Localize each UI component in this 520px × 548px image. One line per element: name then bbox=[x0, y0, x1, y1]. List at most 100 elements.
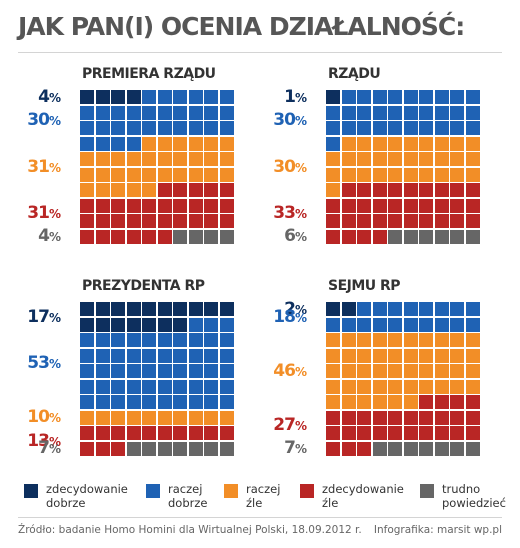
waffle-cell-zdecydowanie-zle bbox=[126, 229, 141, 244]
waffle-cell-raczej-zle bbox=[372, 167, 387, 182]
waffle-cell-raczej-dobrze bbox=[142, 90, 156, 104]
waffle-cell-raczej-dobrze bbox=[372, 90, 387, 104]
waffle-cell-raczej-zle bbox=[465, 364, 480, 378]
waffle-cell-raczej-zle bbox=[341, 348, 356, 363]
waffle-cell-zdecydowanie-zle bbox=[450, 183, 464, 197]
waffle-cell-raczej-dobrze bbox=[111, 395, 125, 409]
waffle-cell-zdecydowanie-zle bbox=[465, 410, 480, 425]
waffle-cell-zdecydowanie-zle bbox=[173, 183, 187, 197]
waffle-cell-zdecydowanie-zle bbox=[357, 214, 371, 228]
waffle-cell-raczej-zle bbox=[403, 333, 418, 347]
waffle-cell-zdecydowanie-zle bbox=[450, 214, 464, 228]
waffle-cell-raczej-zle bbox=[95, 410, 110, 425]
waffle-cell-raczej-dobrze bbox=[126, 105, 141, 120]
waffle-cell-zdecydowanie-dobrze bbox=[326, 90, 340, 104]
waffle-cell-raczej-dobrze bbox=[326, 105, 340, 120]
percent-value: 4 bbox=[38, 86, 50, 107]
waffle-cell-raczej-dobrze bbox=[95, 333, 110, 347]
waffle-cell-raczej-zle bbox=[372, 136, 387, 151]
waffle-cell-raczej-zle bbox=[157, 410, 172, 425]
waffle-cell-raczej-zle bbox=[326, 152, 340, 166]
percent-label-zdecydowanie-dobrze: 4% bbox=[18, 86, 61, 107]
percent-label-raczej-zle: 10% bbox=[18, 407, 61, 428]
waffle-cell-zdecydowanie-zle bbox=[95, 229, 110, 244]
waffle-cell-raczej-dobrze bbox=[372, 105, 387, 120]
waffle-cell-zdecydowanie-dobrze bbox=[157, 302, 172, 316]
waffle-cell-raczej-dobrze bbox=[157, 333, 172, 347]
waffle-cell-raczej-zle bbox=[341, 333, 356, 347]
waffle-cell-zdecydowanie-zle bbox=[419, 426, 433, 440]
waffle-cell-raczej-zle bbox=[388, 333, 402, 347]
waffle-cell-zdecydowanie-zle bbox=[157, 426, 172, 440]
waffle-cell-raczej-dobrze bbox=[357, 317, 371, 332]
waffle-cell-raczej-zle bbox=[95, 152, 110, 166]
waffle-cell-raczej-zle bbox=[419, 379, 433, 394]
waffle-cell-raczej-zle bbox=[434, 333, 449, 347]
chart-premiera-rzadu: PREMIERA RZĄDU 4% 30% 31% 31% 4% bbox=[18, 66, 258, 256]
waffle-cell-raczej-dobrze bbox=[188, 395, 203, 409]
percent-sign: % bbox=[48, 411, 61, 426]
percent-label-trudno-powiedziec: 7% bbox=[264, 438, 307, 458]
waffle-cell-zdecydowanie-zle bbox=[341, 410, 356, 425]
waffle-cell-raczej-dobrze bbox=[95, 395, 110, 409]
waffle-cell-zdecydowanie-dobrze bbox=[111, 317, 125, 332]
percent-sign: % bbox=[48, 230, 61, 245]
waffle-cell-zdecydowanie-zle bbox=[219, 183, 234, 197]
waffle-cell-zdecydowanie-zle bbox=[372, 198, 387, 213]
waffle-cell-raczej-dobrze bbox=[219, 317, 234, 332]
waffle-cell-zdecydowanie-zle bbox=[80, 214, 94, 228]
waffle-cell-raczej-zle bbox=[111, 183, 125, 197]
waffle-cell-trudno-powiedziec bbox=[188, 441, 203, 456]
percent-value: 10 bbox=[27, 407, 50, 428]
waffle-cell-raczej-dobrze bbox=[465, 105, 480, 120]
percent-label-zdecydowanie-zle: 27% bbox=[264, 415, 307, 435]
percent-label-raczej-zle: 30% bbox=[264, 157, 307, 177]
chart-rzadu: RZĄDU 1% 30% 30% 33% 6% bbox=[264, 66, 504, 256]
percent-value: 33 bbox=[273, 203, 296, 223]
percent-value: 46 bbox=[273, 360, 296, 381]
waffle-cell-raczej-dobrze bbox=[157, 121, 172, 135]
waffle-cell-raczej-dobrze bbox=[111, 105, 125, 120]
waffle-cell-raczej-dobrze bbox=[204, 90, 218, 104]
percent-sign: % bbox=[294, 310, 307, 325]
waffle-grid bbox=[326, 90, 480, 244]
waffle-cell-trudno-powiedziec bbox=[219, 441, 234, 456]
waffle-cell-zdecydowanie-dobrze bbox=[219, 302, 234, 316]
waffle-cell-zdecydowanie-zle bbox=[357, 229, 371, 244]
waffle-cell-zdecydowanie-zle bbox=[157, 229, 172, 244]
waffle-cell-raczej-zle bbox=[326, 364, 340, 378]
waffle-cell-raczej-dobrze bbox=[111, 121, 125, 135]
waffle-cell-raczej-dobrze bbox=[357, 90, 371, 104]
waffle-cell-raczej-zle bbox=[357, 136, 371, 151]
waffle-cell-zdecydowanie-zle bbox=[341, 214, 356, 228]
waffle-cell-raczej-dobrze bbox=[341, 90, 356, 104]
waffle-cell-trudno-powiedziec bbox=[188, 229, 203, 244]
percent-sign: % bbox=[48, 357, 61, 371]
waffle-cell-raczej-zle bbox=[219, 167, 234, 182]
waffle-cell-zdecydowanie-zle bbox=[450, 198, 464, 213]
waffle-cell-raczej-zle bbox=[142, 183, 156, 197]
waffle-cell-raczej-dobrze bbox=[142, 379, 156, 394]
percent-sign: % bbox=[294, 230, 307, 245]
waffle-cell-raczej-zle bbox=[372, 364, 387, 378]
waffle-cell-raczej-dobrze bbox=[173, 379, 187, 394]
waffle-cell-zdecydowanie-zle bbox=[403, 183, 418, 197]
waffle-cell-zdecydowanie-zle bbox=[341, 441, 356, 456]
waffle-cell-zdecydowanie-zle bbox=[173, 426, 187, 440]
waffle-cell-raczej-dobrze bbox=[142, 333, 156, 347]
percent-label-zdecydowanie-zle: 31% bbox=[18, 203, 61, 223]
waffle-cell-raczej-zle bbox=[142, 136, 156, 151]
waffle-cell-zdecydowanie-dobrze bbox=[80, 90, 94, 104]
percent-sign: % bbox=[294, 364, 307, 379]
legend-label: raczej źle bbox=[246, 482, 281, 510]
waffle-cell-zdecydowanie-zle bbox=[419, 198, 433, 213]
waffle-cell-raczej-zle bbox=[219, 136, 234, 151]
waffle-cell-zdecydowanie-zle bbox=[204, 214, 218, 228]
waffle-cell-raczej-dobrze bbox=[188, 105, 203, 120]
waffle-cell-trudno-powiedziec bbox=[403, 441, 418, 456]
waffle-cell-raczej-zle bbox=[403, 364, 418, 378]
waffle-cell-raczej-zle bbox=[341, 395, 356, 409]
waffle-cell-zdecydowanie-zle bbox=[450, 395, 464, 409]
waffle-cell-raczej-zle bbox=[372, 348, 387, 363]
legend-swatch bbox=[420, 484, 434, 498]
